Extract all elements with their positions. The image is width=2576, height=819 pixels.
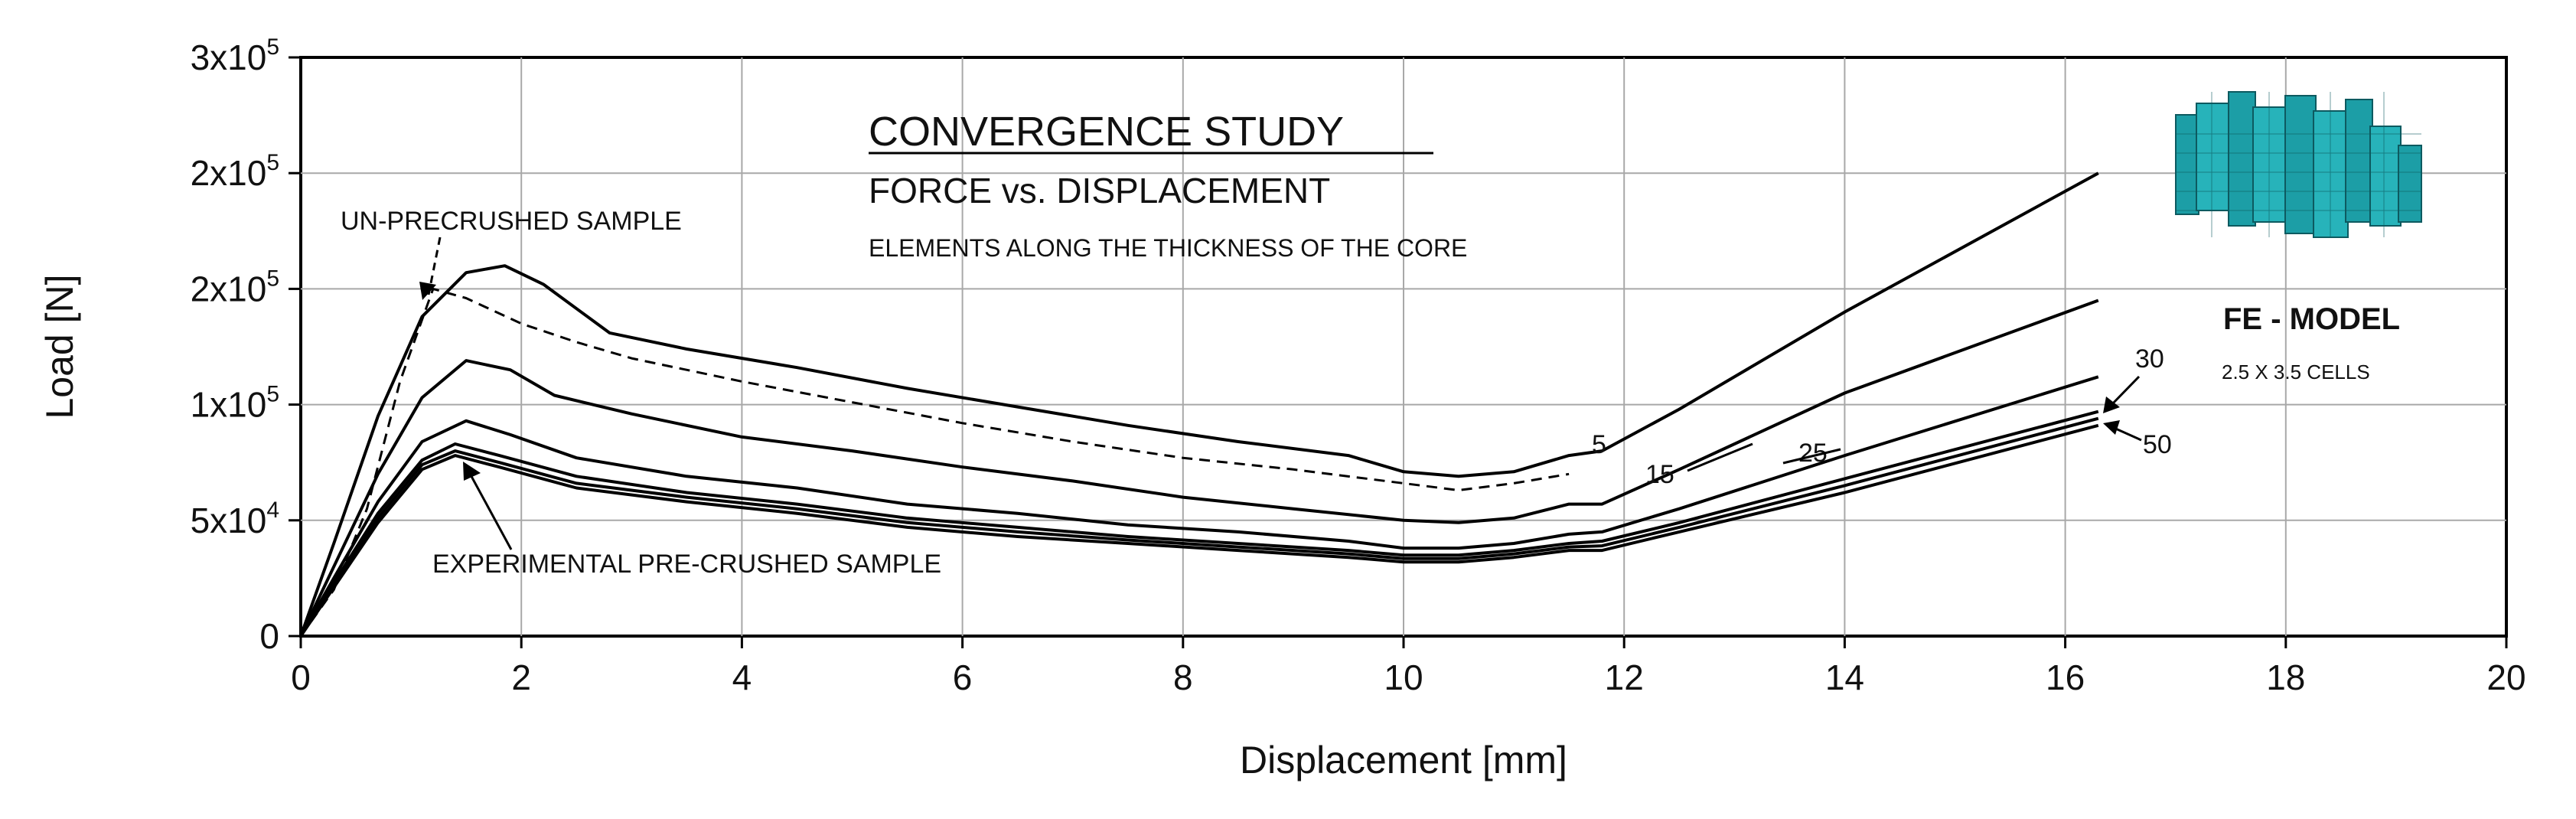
un-precrushed-arrowhead bbox=[419, 282, 436, 300]
series-leader-15 bbox=[1687, 442, 1753, 472]
experimental-leader bbox=[467, 470, 513, 550]
chart-subtitle: FORCE vs. DISPLACEMENT bbox=[869, 171, 1330, 210]
series-group bbox=[299, 171, 2099, 638]
experimental-arrowhead bbox=[463, 462, 481, 481]
chart-note: ELEMENTS ALONG THE THICKNESS OF THE CORE bbox=[869, 234, 1467, 262]
x-tick-label: 8 bbox=[1173, 657, 1193, 697]
x-tick-label: 10 bbox=[1384, 657, 1423, 697]
series-line-30 bbox=[299, 410, 2099, 638]
x-tick-label: 0 bbox=[291, 657, 311, 697]
series-line-15 bbox=[299, 299, 2099, 637]
x-axis-title: Displacement [mm] bbox=[1240, 739, 1567, 781]
x-tick-label: 2 bbox=[511, 657, 531, 697]
series-line-25 bbox=[299, 375, 2099, 637]
y-tick-label: 2x105 bbox=[191, 150, 279, 193]
y-tick-label: 5x104 bbox=[191, 498, 279, 540]
x-tick-label: 16 bbox=[2046, 657, 2085, 697]
fe-model-label: FE - MODEL bbox=[2223, 302, 2400, 336]
chart-title: CONVERGENCE STUDY bbox=[869, 109, 1344, 155]
y-tick-label: 3x105 bbox=[191, 34, 279, 77]
series-label-50: 50 bbox=[2143, 430, 2172, 459]
series-line-5 bbox=[299, 171, 2099, 637]
x-tick-label: 6 bbox=[953, 657, 973, 697]
axis-ticks: 0 2 4 6 8 10 12 14 16 18 20 0 5x104 1x105 2x105 2x105 3x… bbox=[191, 34, 2526, 697]
series-leader-30 bbox=[2109, 375, 2141, 407]
y-tick-label: 1x105 bbox=[191, 382, 279, 425]
series-line-50 bbox=[299, 423, 2099, 638]
series-arrowhead-50 bbox=[2103, 420, 2120, 435]
x-tick-label: 18 bbox=[2266, 657, 2305, 697]
series-label-30: 30 bbox=[2135, 344, 2164, 374]
fe-model-cells: 2.5 X 3.5 CELLS bbox=[2222, 361, 2370, 383]
experimental-label: EXPERIMENTAL PRE-CRUSHED SAMPLE bbox=[432, 550, 941, 579]
un-precrushed-label: UN-PRECRUSHED SAMPLE bbox=[341, 207, 682, 236]
y-tick-label: 2x105 bbox=[191, 266, 279, 308]
y-axis-title: Load [N] bbox=[38, 274, 81, 419]
series-leader-50 bbox=[2111, 426, 2142, 442]
series-label-5: 5 bbox=[1592, 430, 1606, 459]
series-leader-25 bbox=[1782, 448, 1841, 465]
y-tick-label: 0 bbox=[259, 616, 279, 656]
un-precrushed-leader bbox=[427, 237, 442, 295]
x-tick-label: 4 bbox=[732, 657, 752, 697]
x-tick-label: 12 bbox=[1605, 657, 1644, 697]
fe-model-mesh bbox=[2175, 91, 2422, 238]
x-tick-label: 14 bbox=[1825, 657, 1864, 697]
series-arrowhead-30 bbox=[2103, 396, 2120, 413]
series-label-15: 15 bbox=[1645, 460, 1674, 489]
series-line-experimental-pre-crushed bbox=[299, 416, 2099, 638]
x-tick-label: 20 bbox=[2486, 657, 2525, 697]
